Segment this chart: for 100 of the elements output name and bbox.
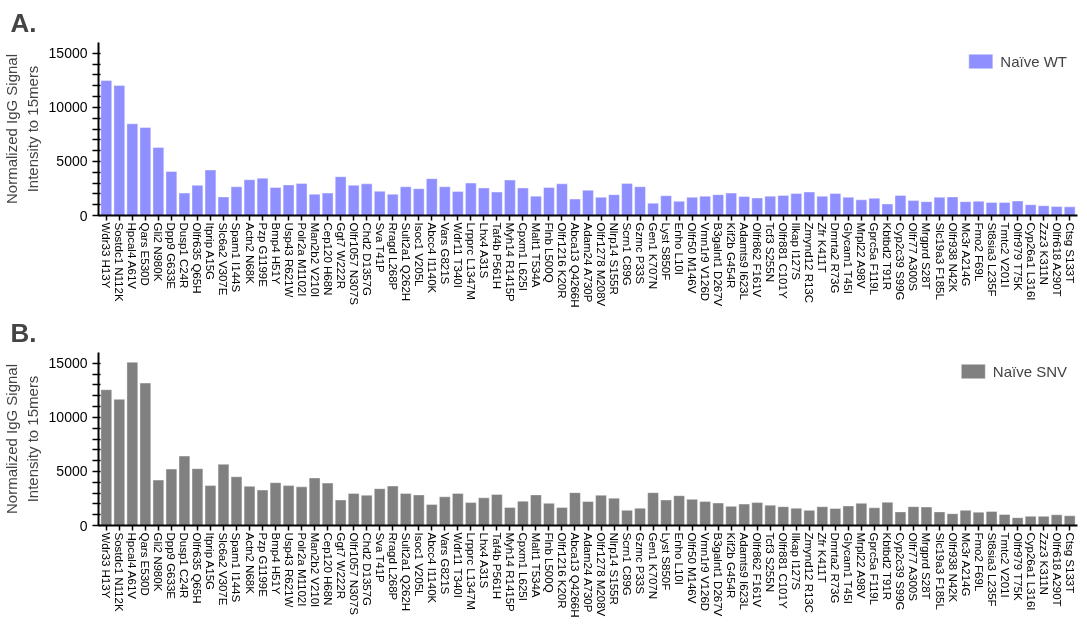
x-tick-label: Spam1 I144S	[230, 222, 243, 293]
x-tick-label: Lrpprc L1347M	[464, 532, 477, 610]
x-tick-label: Pzp G1199E	[256, 532, 269, 598]
x-tick-label: Abca13 Q4266H	[568, 532, 581, 618]
x-tick-label: Bmp4 H51Y	[269, 532, 282, 595]
x-tick-label: Glycam1 T45I	[842, 532, 855, 604]
x-tick-label: Cyp2c39 S99G	[894, 532, 907, 611]
x-tick-label: Cep120 H68N	[321, 532, 334, 606]
x-tick-label: Vars G821S	[438, 532, 451, 595]
x-tick-label: Mc3r A214G	[959, 222, 972, 287]
x-tick-label: Zfr K411T	[816, 532, 829, 583]
x-tick-label: Cep120 H68N	[321, 222, 334, 296]
x-tick-label: Hpcal4 A61V	[126, 222, 139, 290]
chart-title: B.	[10, 317, 37, 348]
x-tick-label: Ilkap I127S	[790, 222, 803, 281]
x-tick-label: Dmrta2 R73G	[829, 222, 842, 294]
x-tick-label: Adam24 A730P	[582, 222, 594, 303]
x-tick-label: Abca13 Q4266H	[568, 222, 581, 308]
x-tick-label: Myh14 R1415P	[503, 222, 516, 303]
x-tick-label: Chd2 D1357G	[360, 222, 373, 297]
x-tick-label: Glycam1 T45I	[842, 222, 855, 294]
x-tick-label: Itprip A15G	[204, 532, 217, 591]
x-tick-label: Cpxm1 L625I	[516, 532, 529, 601]
x-tick-label: Polr2a M1102I	[295, 222, 308, 297]
x-tick-label: Gen1 K707N	[647, 532, 660, 599]
x-tick-label: Slc19a3 F185L	[933, 532, 946, 611]
y-tick-label: 5000	[56, 153, 88, 170]
x-tick-label: Ilkap I127S	[790, 532, 803, 591]
x-tick-label: Itprip A15G	[204, 222, 217, 281]
x-tick-label: Kbtbd2 T91R	[881, 532, 894, 601]
x-tick-label: Slc6a2 V307E	[217, 532, 230, 606]
x-tick-label: Enho L10I	[673, 532, 686, 585]
x-tick-label: Ggt7 W222R	[334, 532, 347, 599]
x-tick-label: Taf4b P561H	[490, 222, 503, 289]
x-tick-label: Olfr635 Q65H	[191, 532, 204, 604]
y-axis-title: Normalized IgG Signal Intensity to 15mers	[3, 53, 41, 205]
x-tick-label: Mrpl22 A98V	[855, 222, 868, 289]
x-tick-label: Malt1 T534A	[529, 532, 542, 598]
x-tick-label: Hpcal4 A61V	[126, 532, 139, 600]
x-tick-label: Mrpl22 A98V	[855, 532, 868, 599]
x-tick-label: Actn2 N68K	[243, 222, 256, 285]
x-tick-label: Olfr938 N42K	[946, 222, 959, 293]
x-tick-label: Ctsg S133T	[1063, 532, 1076, 594]
x-tick-label: Qars E530D	[139, 222, 152, 286]
x-tick-label: Zmynd12 R13C	[803, 532, 816, 614]
x-tick-label: Olfr50 M146V	[686, 222, 699, 294]
x-tick-label: Vmn1r9 V126D	[699, 532, 712, 612]
x-tick-label: Gprc5a F119L	[868, 532, 881, 606]
x-tick-label: Olfr618 A290T	[1050, 222, 1063, 297]
x-tick-label: Cyp2c39 S99G	[894, 222, 907, 301]
x-tick-label: Mc3r A214G	[959, 532, 972, 597]
x-tick-label: Scrn1 C89G	[621, 532, 634, 596]
x-tick-label: Sostdc1 N112K	[113, 222, 126, 302]
x-tick-label: Gprc5a F119L	[868, 222, 881, 296]
x-tick-label: Qars E530D	[139, 532, 152, 596]
x-tick-label: Usp43 R621W	[282, 532, 295, 608]
x-tick-label: Cpxm1 L625I	[516, 222, 529, 291]
x-tick-label: Dpp9 G633E	[165, 532, 178, 600]
x-tick-label: Malt1 T534A	[529, 222, 542, 288]
x-tick-label: Pzp G1199E	[256, 222, 269, 288]
x-tick-label: Fmo2 F69L	[972, 532, 985, 592]
x-tick-label: Isoc1 V205L	[412, 222, 425, 288]
x-tick-label: Olfr50 M146V	[686, 532, 699, 604]
x-tick-label: Sult2a1 Q262H	[399, 222, 412, 302]
x-tick-label: Olfr77 A300S	[907, 532, 920, 602]
x-tick-label: Man2b2 V210I	[308, 532, 321, 608]
x-tick-label: B3galnt1 D267V	[712, 532, 725, 617]
x-tick-label: Gzmc P33S	[634, 222, 647, 285]
x-tick-label: Olfr618 A290T	[1050, 532, 1063, 607]
x-tick-label: Kbtbd2 T91R	[881, 222, 894, 291]
x-tick-label: Olfr862 F161V	[751, 532, 764, 608]
x-tick-label: Olfr1278 M208V	[595, 222, 608, 307]
x-tick-label: Kif2b G454R	[725, 222, 738, 289]
x-tick-label: Tcf3 S255N	[764, 532, 777, 592]
x-tick-label: Gzmc P33S	[634, 532, 647, 595]
y-tick-label: 15000	[48, 355, 88, 372]
x-tick-label: Olfr1216 K20R	[555, 222, 568, 299]
x-tick-label: Nlrp14 S155R	[608, 532, 621, 605]
x-tick-label: Spam1 I144S	[230, 532, 243, 603]
x-tick-label: Tmtc2 V201I	[998, 222, 1011, 288]
x-tick-label: Sva T41P	[373, 222, 386, 274]
x-tick-label: Lyst S850F	[660, 222, 673, 281]
x-tick-label: Rragd L268P	[386, 222, 399, 291]
x-tick-label: Myh14 R1415P	[503, 532, 516, 613]
x-tick-label: Sostdc1 N112K	[113, 532, 126, 612]
x-tick-label: Adamts9 I623L	[738, 222, 751, 301]
x-tick-label: Polr2a M1102I	[295, 532, 308, 607]
x-tick-label: Gen1 K707N	[647, 222, 660, 289]
x-tick-label: Slc6a2 V307E	[217, 222, 230, 296]
x-tick-label: Olfr1216 K20R	[555, 532, 568, 609]
x-tick-label: Fmo2 F69L	[972, 222, 985, 282]
x-tick-label: Rragd L268P	[386, 532, 399, 601]
x-tick-label: Cyp26a1 L316I	[1024, 532, 1037, 611]
x-tick-label: Ggt7 W222R	[334, 222, 347, 289]
x-tick-label: Abcc4 I1140K	[425, 532, 438, 604]
x-tick-label: Enho L10I	[673, 222, 686, 275]
x-tick-label: Isoc1 V205L	[412, 532, 425, 598]
x-tick-label: Wdr11 T340I	[451, 532, 464, 598]
x-tick-label: Olfr938 N42K	[946, 532, 959, 603]
x-tick-label: Tcf3 S255N	[764, 222, 777, 282]
